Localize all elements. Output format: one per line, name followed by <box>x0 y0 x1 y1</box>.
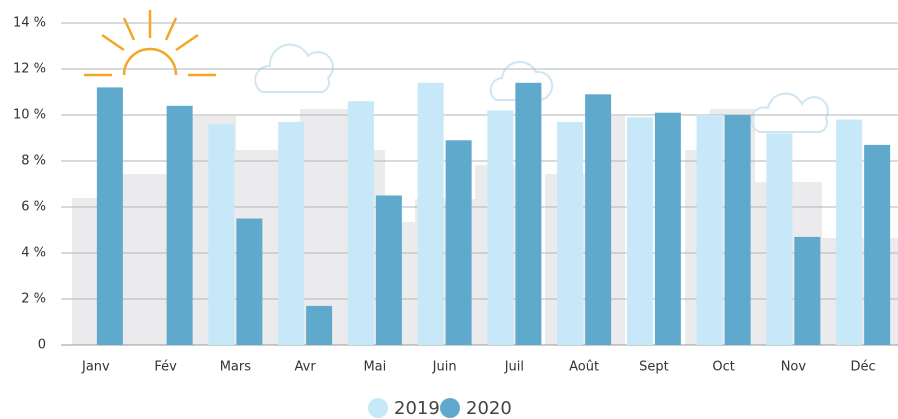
bar <box>375 195 402 345</box>
bar <box>445 140 472 345</box>
x-tick-label: Avr <box>295 360 317 375</box>
x-tick-label: Janv <box>81 360 110 375</box>
legend-swatch <box>368 398 388 418</box>
x-tick-label: Déc <box>851 360 876 375</box>
plot-area: 0 2 % 4 % 6 % 8 % 10 % 12 % 14 % Janv Fév Mars Avr M… <box>13 16 898 375</box>
y-tick-label: 0 <box>38 338 46 353</box>
x-tick-label: Fév <box>154 360 177 375</box>
sun-decoration <box>84 10 216 77</box>
y-tick-label: 12 % <box>13 62 46 77</box>
bar <box>626 117 653 345</box>
y-tick-label: 2 % <box>21 292 46 307</box>
x-tick-label: Sept <box>639 360 669 375</box>
bar <box>794 236 821 345</box>
legend: 2019 2020 <box>368 398 512 419</box>
bar <box>487 110 514 346</box>
bar <box>236 218 263 345</box>
y-tick-label: 8 % <box>21 154 46 169</box>
y-tick-label: 4 % <box>21 246 46 261</box>
bar <box>96 87 123 346</box>
bar <box>278 121 305 346</box>
legend-swatch <box>440 398 460 418</box>
bar <box>347 101 374 345</box>
bar <box>306 305 333 345</box>
bar <box>864 144 891 345</box>
bar <box>515 82 542 346</box>
y-tick-label: 14 % <box>13 16 46 31</box>
y-tick-label: 6 % <box>21 200 46 215</box>
legend-label: 2019 <box>394 398 440 419</box>
bar <box>417 82 444 346</box>
x-tick-label: Juil <box>504 360 524 375</box>
x-tick-label: Oct <box>712 360 734 375</box>
bar <box>208 124 235 345</box>
x-tick-label: Juin <box>432 360 457 375</box>
bar <box>836 119 863 345</box>
y-tick-label: 10 % <box>13 108 46 123</box>
bar <box>766 133 793 345</box>
bar <box>585 94 612 345</box>
x-tick-label: Mars <box>220 360 252 375</box>
legend-label: 2020 <box>466 398 512 419</box>
x-tick-label: Mai <box>363 360 386 375</box>
bar <box>724 115 751 345</box>
bar <box>166 105 193 345</box>
x-tick-label: Août <box>569 360 599 375</box>
x-tick-label: Nov <box>781 360 807 375</box>
bar <box>654 112 681 345</box>
bar <box>696 115 723 345</box>
bar <box>557 121 584 346</box>
